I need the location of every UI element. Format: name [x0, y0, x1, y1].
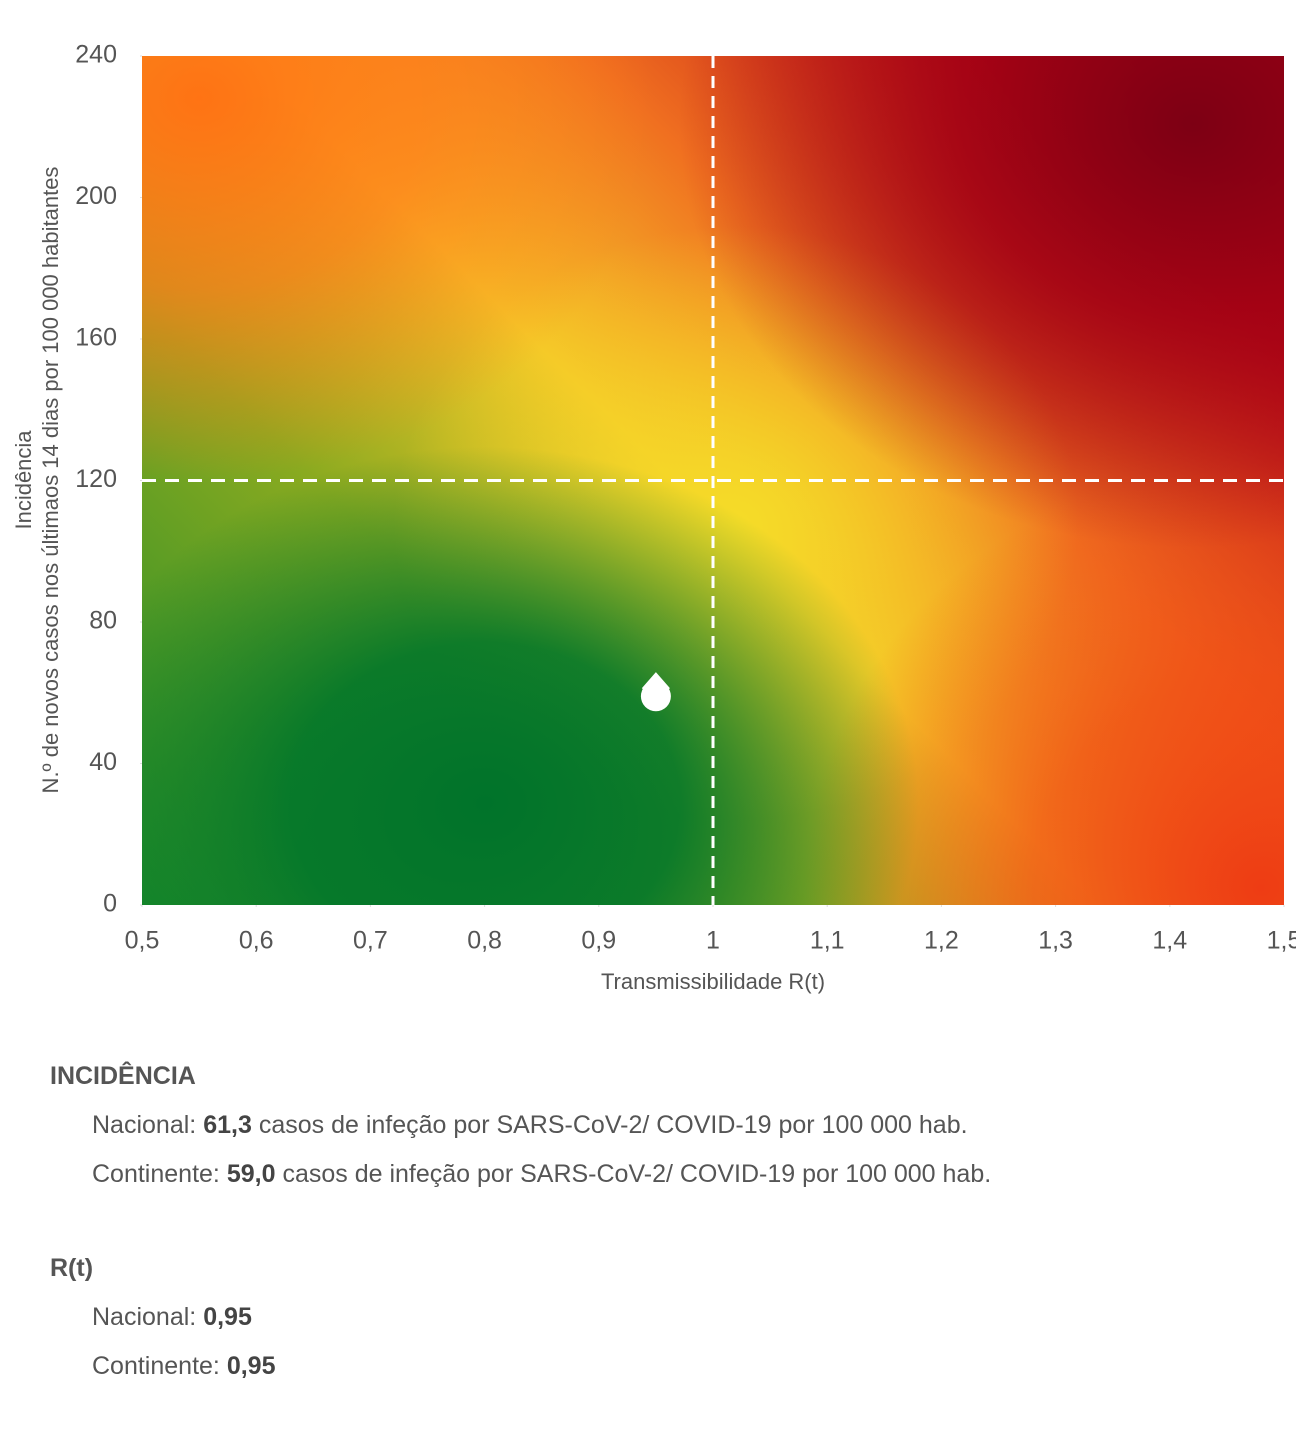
line: Continente: 59,0 casos de infeção por SA…: [92, 1160, 991, 1190]
y-tick-label: 200: [75, 182, 117, 210]
x-tick-label: 0,5: [125, 927, 160, 955]
y-tick-label: 80: [89, 607, 117, 635]
x-tick-label: 0,6: [239, 927, 274, 955]
x-tick-label: 1,3: [1038, 927, 1073, 955]
document: INCIDÊNCIA Nacional: 61,3 casos de infeçã…: [50, 1040, 991, 1382]
section-title: INCIDÊNCIA: [50, 1062, 196, 1090]
line-label: Continente:: [92, 1352, 220, 1380]
line-label: Nacional:: [92, 1111, 197, 1139]
x-tick-label: 1,2: [924, 927, 959, 955]
x-tick-label: 1,1: [810, 927, 845, 955]
section: R(t) Nacional: 0,95 Continente: 0,95: [50, 1254, 991, 1382]
x-tick-label: 0,9: [581, 927, 616, 955]
line-text: casos de infeção por SARS-CoV-2/ COVID-1…: [282, 1160, 992, 1188]
line: Continente: 0,95: [92, 1352, 991, 1382]
line: Nacional: 0,95: [92, 1303, 991, 1333]
x-tick-label: 1: [706, 927, 720, 955]
x-tick-label: 1,5: [1267, 927, 1296, 955]
x-tick-label: 0,8: [467, 927, 502, 955]
y-tick-label: 0: [103, 890, 117, 918]
y-axis-label: Incidência: [11, 430, 36, 530]
x-tick-label: 0,7: [353, 927, 388, 955]
y-axis-label: N.º de novos casos nos últimaos 14 dias …: [38, 167, 63, 794]
line: Nacional: 61,3 casos de infeção por SARS…: [92, 1111, 991, 1141]
line-value: 59,0: [226, 1160, 276, 1188]
section: INCIDÊNCIA Nacional: 61,3 casos de infeçã…: [50, 1062, 991, 1190]
y-tick-label: 240: [75, 41, 117, 69]
y-tick-label: 160: [75, 324, 117, 352]
line-value: 61,3: [203, 1111, 252, 1139]
point-circle: [640, 681, 671, 712]
line-value: 0,95: [203, 1303, 252, 1331]
line-text: casos de infeção por SARS-CoV-2/ COVID-1…: [258, 1111, 968, 1139]
line-label: Continente:: [92, 1160, 220, 1188]
chart: Transmissibilidade R(t) Incidência N.º d…: [11, 41, 1296, 994]
section-title: R(t): [50, 1254, 94, 1282]
x-axis-label: Transmissibilidade R(t): [601, 969, 825, 994]
x-tick-label: 1,4: [1152, 927, 1187, 955]
chart-svg: Transmissibilidade R(t) Incidência N.º d…: [11, 41, 1296, 994]
y-tick-label: 120: [75, 465, 117, 493]
line-label: Nacional:: [92, 1303, 197, 1331]
y-tick-label: 40: [89, 748, 117, 776]
line-value: 0,95: [226, 1352, 276, 1380]
